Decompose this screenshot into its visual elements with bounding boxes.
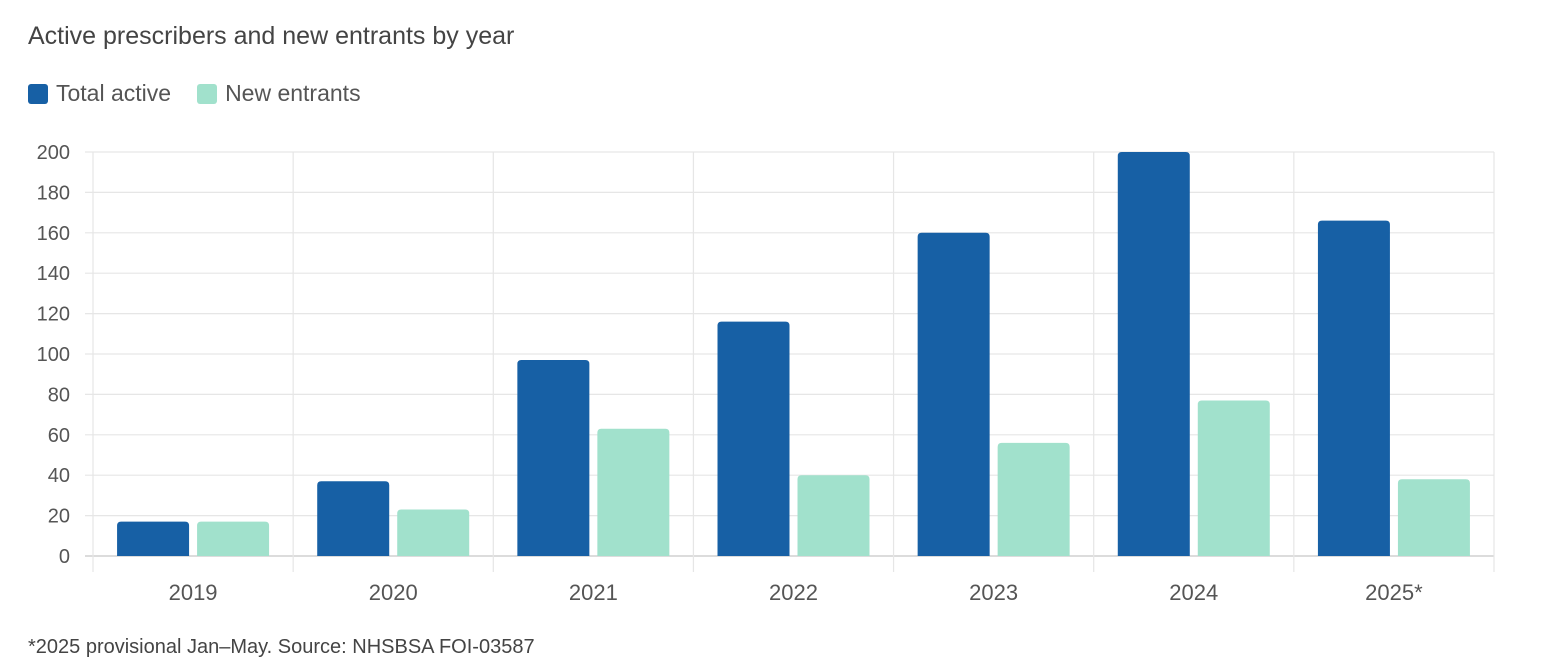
y-tick-label: 180 <box>37 182 70 204</box>
legend-swatch-new-entrants <box>197 83 218 104</box>
legend-swatch-total-active <box>28 83 48 104</box>
bar-new-entrants-2023 <box>997 442 1070 556</box>
chart-footnote: *2025 provisional Jan–May. Source: NHSBS… <box>28 636 535 658</box>
bar-total-active-2023 <box>917 232 990 557</box>
bar-total-active-2024 <box>1117 152 1190 556</box>
x-tick-label: 2024 <box>1169 580 1218 605</box>
legend-label-new-entrants: New entrants <box>225 80 361 106</box>
y-tick-label: 0 <box>59 546 70 568</box>
bar-new-entrants-2025 <box>1397 479 1470 556</box>
y-tick-label: 20 <box>48 506 70 528</box>
x-tick-label: 2021 <box>569 580 618 605</box>
y-tick-label: 100 <box>37 344 70 366</box>
legend-label-total-active: Total active <box>56 80 172 106</box>
y-tick-label: 80 <box>48 384 70 406</box>
bar-total-active-2022 <box>717 321 790 556</box>
bar-total-active-2021 <box>517 360 590 556</box>
bar-new-entrants-2019 <box>197 521 270 556</box>
bar-total-active-2025 <box>1317 220 1390 556</box>
x-tick-label: 2022 <box>769 580 818 605</box>
y-tick-label: 200 <box>37 142 70 164</box>
bar-new-entrants-2022 <box>797 475 870 556</box>
bar-total-active-2019 <box>117 521 190 556</box>
y-tick-label: 40 <box>48 465 70 487</box>
x-tick-label: 2020 <box>369 580 418 605</box>
legend-item-new-entrants[interactable]: New entrants <box>197 80 361 107</box>
x-tick-label: 2019 <box>169 580 218 605</box>
x-tick-label: 2023 <box>969 580 1018 605</box>
bar-new-entrants-2020 <box>397 509 470 556</box>
y-tick-label: 160 <box>37 223 70 245</box>
legend-item-total-active[interactable]: Total active <box>28 80 171 107</box>
bar-new-entrants-2024 <box>1197 400 1270 556</box>
x-tick-label: 2025* <box>1365 580 1423 605</box>
bar-new-entrants-2021 <box>597 428 670 556</box>
y-tick-label: 140 <box>37 263 70 285</box>
chart-title: Active prescribers and new entrants by y… <box>28 22 515 50</box>
y-tick-label: 60 <box>48 425 70 447</box>
bar-total-active-2020 <box>317 481 390 556</box>
y-tick-label: 120 <box>37 304 70 326</box>
chart-legend: Total active New entrants <box>28 80 387 107</box>
